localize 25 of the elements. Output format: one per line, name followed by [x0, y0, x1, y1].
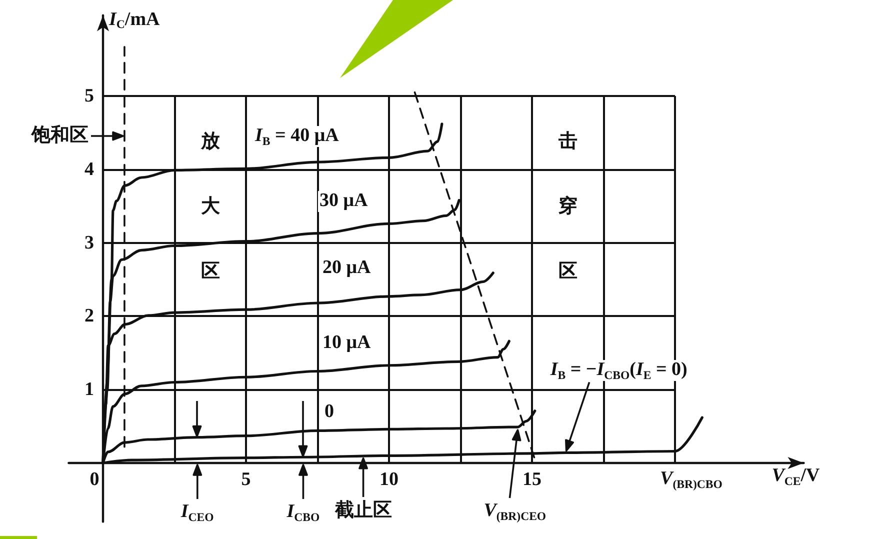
annotation: V$_{(BR)CBO}$ — [660, 468, 722, 491]
y-tick-label: 2 — [84, 306, 94, 327]
x-tick-label: 5 — [241, 468, 251, 490]
annotation: 截止区 — [334, 498, 392, 521]
x-tick-label: 10 — [380, 468, 399, 490]
series-label: 30 μA — [318, 190, 370, 212]
annotation: 饱和区 — [31, 124, 88, 146]
series-label: 10 μA — [320, 332, 373, 354]
x-tick-label: 15 — [522, 468, 542, 490]
x-axis-title: V$_{CE}$/V — [772, 464, 820, 488]
annotation: I$_{CBO}$ — [286, 500, 320, 524]
y-axis-title: I$_{C}$/mA — [109, 8, 160, 32]
text: 放大区 — [200, 130, 220, 282]
y-tick-label: 5 — [84, 86, 94, 107]
text: 击穿区 — [558, 130, 578, 282]
series-label: I$_{B}$ = 40 μA — [253, 125, 341, 148]
legend-label: 0 — [322, 401, 336, 424]
y-tick-label: 4 — [84, 158, 95, 180]
y-tick-label: 1 — [84, 379, 94, 400]
y-tick-label: 3 — [84, 232, 94, 254]
text: I$_{B}$ = −I$_{CBO}$(I$_{E}$ = 0) — [550, 359, 688, 382]
series-label: 20 μA — [320, 257, 373, 280]
x-tick-label: 0 — [90, 468, 100, 490]
annotation: I$_{CEO}$ — [180, 500, 214, 524]
annotation: V$_{(BR)CEO}$ — [484, 500, 546, 523]
